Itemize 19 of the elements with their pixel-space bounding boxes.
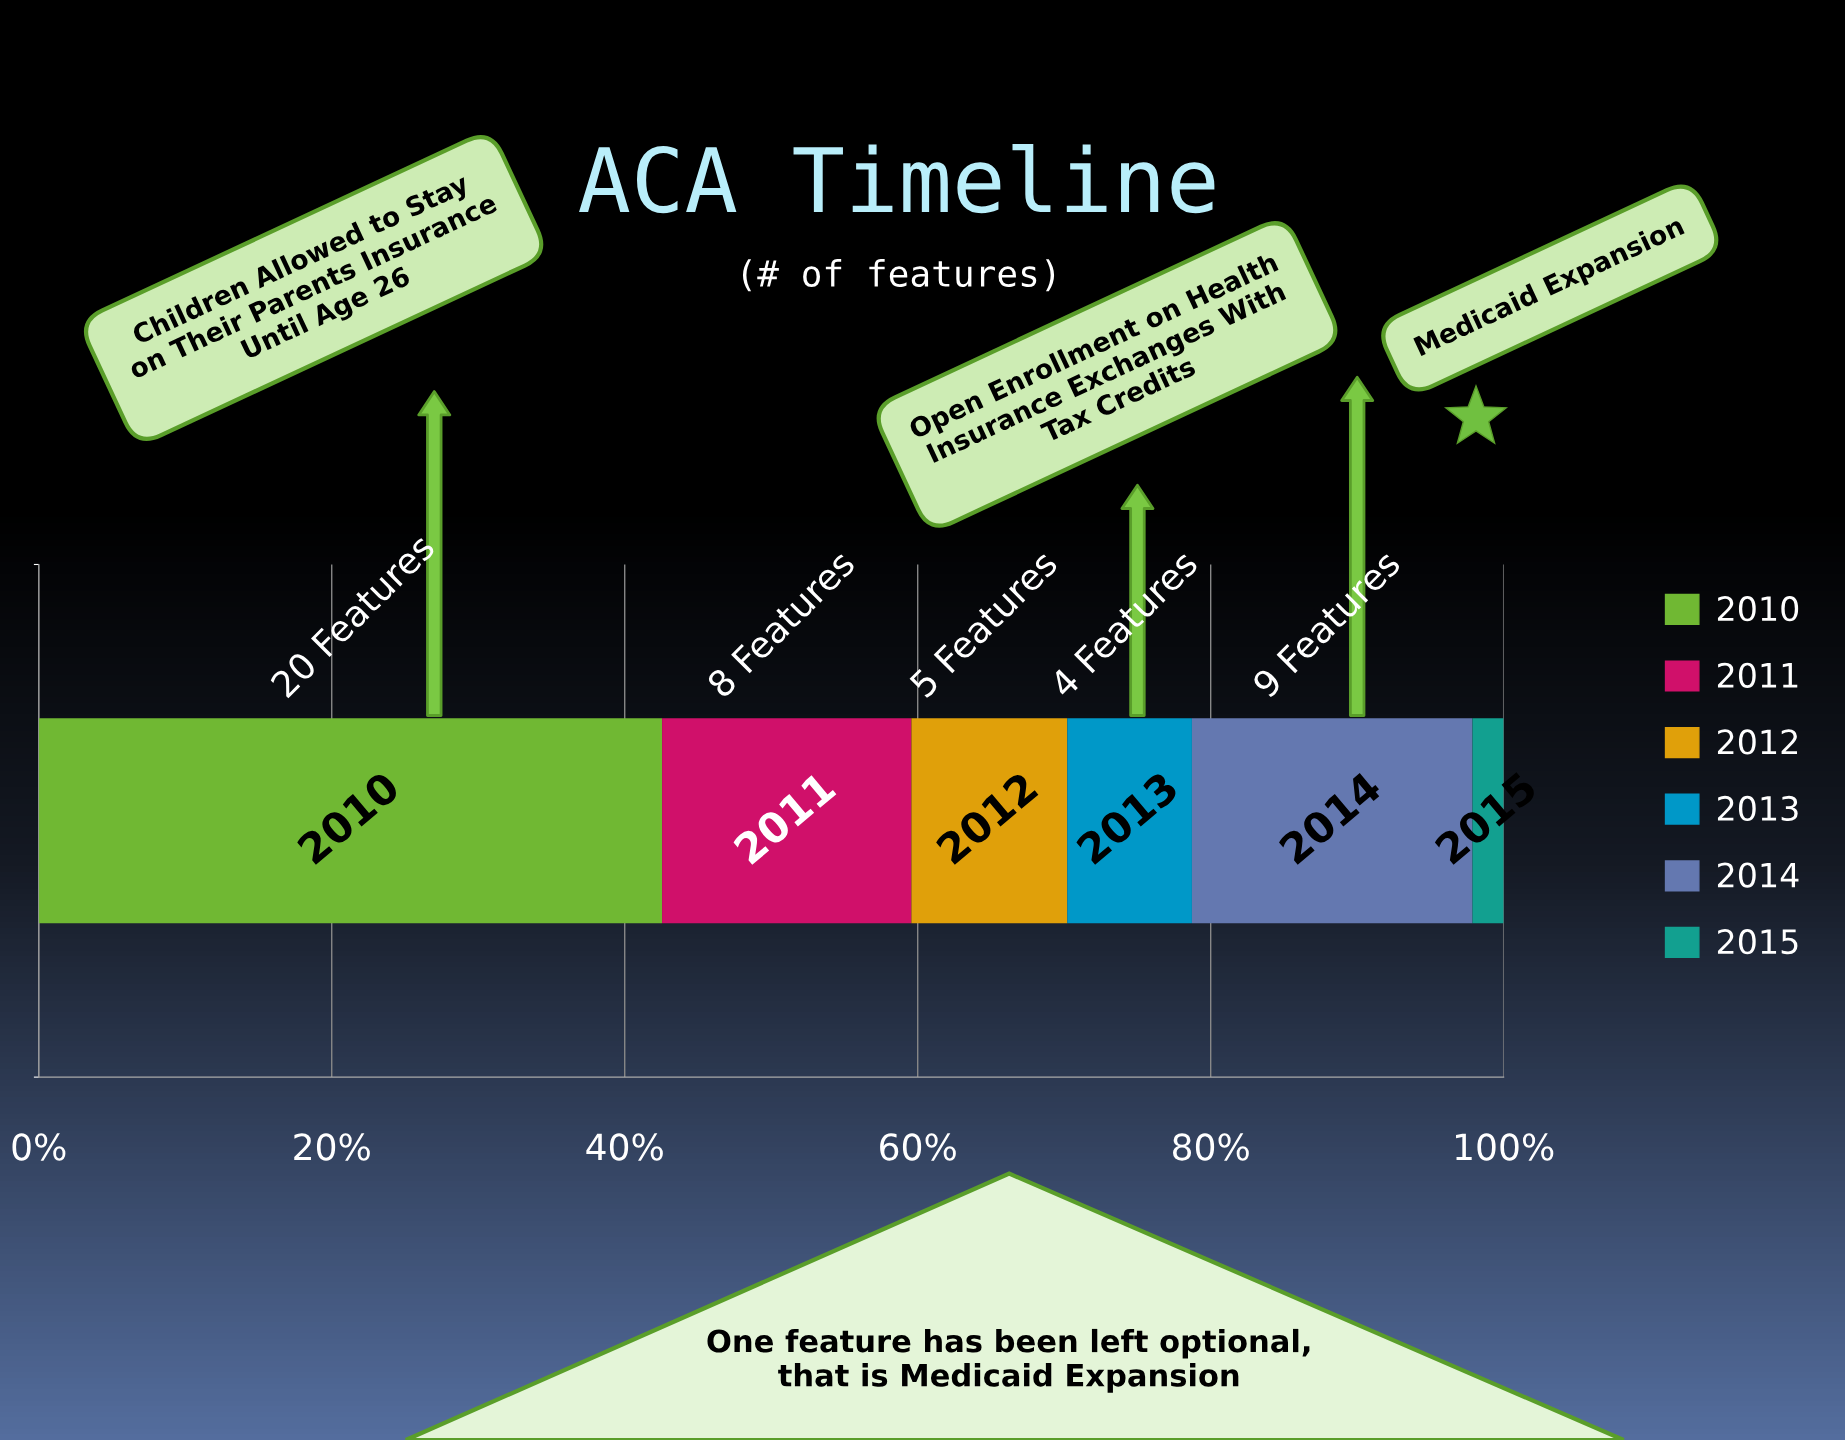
legend-label: 2010 [1717, 596, 1799, 622]
legend-label: 2014 [1717, 862, 1799, 888]
legend-label: 2013 [1717, 795, 1798, 822]
legend-label: 2012 [1717, 729, 1798, 755]
x-tick-label: 80% [1173, 1133, 1249, 1161]
chart-subtitle: (# of features) [742, 259, 1055, 292]
chart-title: ACA Timeline [579, 143, 1215, 214]
x-tick-label: 60% [880, 1133, 956, 1161]
x-tick-label: 40% [586, 1133, 663, 1161]
x-tick-label: 100% [1456, 1133, 1554, 1161]
text: One feature has been left optional, that is Medicaid Expansion [707, 1328, 1310, 1393]
legend-label: 2015 [1717, 929, 1798, 955]
bar [1067, 718, 1192, 924]
bar [38, 718, 663, 924]
bar [662, 718, 912, 924]
bar [911, 718, 1068, 924]
x-tick-label: 0% [12, 1133, 66, 1161]
x-tick-label: 20% [294, 1133, 370, 1161]
legend-label: 2011 [1717, 662, 1798, 688]
